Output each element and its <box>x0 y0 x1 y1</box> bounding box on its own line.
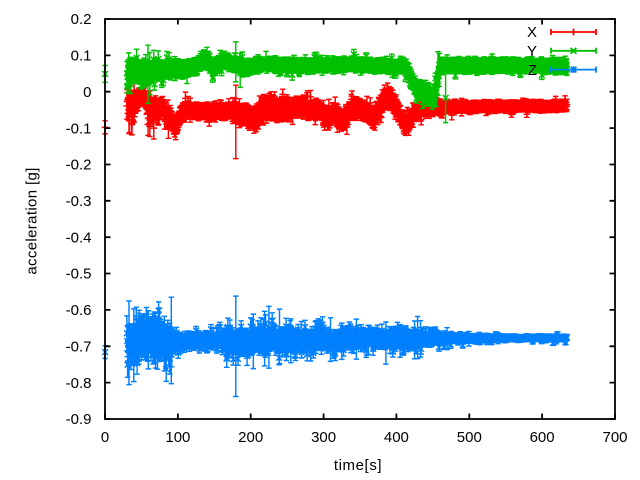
svg-text:-0.3: -0.3 <box>66 193 92 210</box>
svg-text:500: 500 <box>457 429 482 446</box>
svg-text:-0.4: -0.4 <box>66 229 92 246</box>
svg-text:0: 0 <box>101 429 109 446</box>
svg-text:-0.9: -0.9 <box>66 411 92 428</box>
svg-text:time[s]: time[s] <box>334 457 382 474</box>
svg-text:-0.2: -0.2 <box>66 157 92 174</box>
svg-text:0.2: 0.2 <box>71 11 92 28</box>
svg-text:700: 700 <box>602 429 627 446</box>
svg-text:600: 600 <box>530 429 555 446</box>
svg-text:-0.1: -0.1 <box>66 120 92 137</box>
svg-text:acceleration [g]: acceleration [g] <box>24 167 41 274</box>
svg-text:-0.7: -0.7 <box>66 339 92 356</box>
svg-text:300: 300 <box>311 429 336 446</box>
svg-text:X: X <box>527 24 537 41</box>
svg-text:-0.6: -0.6 <box>66 302 92 319</box>
svg-text:400: 400 <box>384 429 409 446</box>
svg-text:200: 200 <box>238 429 263 446</box>
svg-text:-0.5: -0.5 <box>66 266 92 283</box>
svg-text:Z: Z <box>528 62 537 79</box>
svg-text:0.1: 0.1 <box>71 48 92 65</box>
svg-text:100: 100 <box>165 429 190 446</box>
svg-text:Y: Y <box>527 43 537 60</box>
svg-text:0: 0 <box>83 84 91 101</box>
svg-text:-0.8: -0.8 <box>66 375 92 392</box>
